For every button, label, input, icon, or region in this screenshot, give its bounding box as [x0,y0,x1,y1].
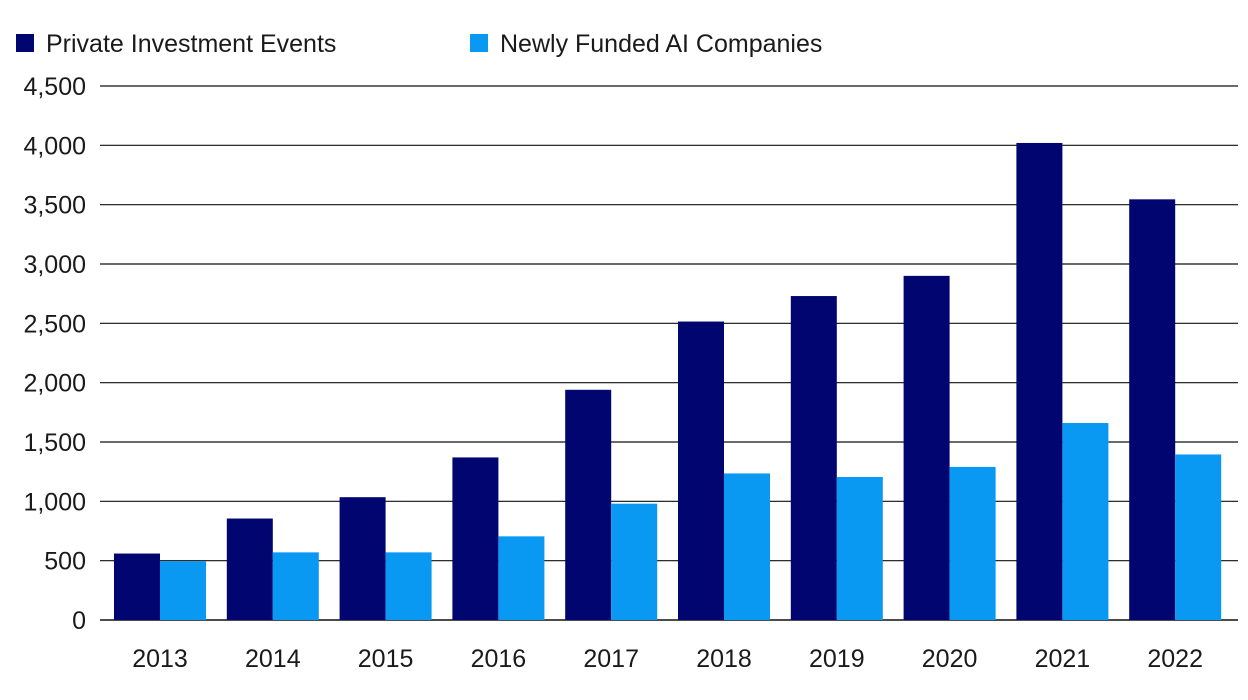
x-tick-label: 2021 [1035,645,1091,673]
legend-swatch-2 [470,34,488,52]
y-tick-label: 4,000 [23,132,86,160]
x-tick-label: 2015 [358,645,414,673]
bar-private-investment-events-2018 [678,321,724,620]
y-tick-label: 3,000 [23,251,86,279]
bar-newly-funded-ai-companies-2014 [272,552,319,620]
bar-newly-funded-ai-companies-2022 [1175,454,1222,620]
x-tick-label: 2017 [583,645,639,673]
x-tick-label: 2014 [245,645,301,673]
legend: Private Investment Events Newly Funded AI… [16,30,822,58]
y-tick-label: 1,500 [23,429,86,457]
bar-private-investment-events-2013 [114,553,160,620]
bar-newly-funded-ai-companies-2016 [498,536,545,620]
bar-private-investment-events-2015 [339,497,386,620]
y-tick-label: 3,500 [23,192,86,220]
x-tick-label: 2016 [471,645,527,673]
bar-private-investment-events-2021 [1016,142,1063,620]
bar-newly-funded-ai-companies-2013 [160,561,206,620]
bar-private-investment-events-2017 [565,389,612,620]
x-tick-label: 2013 [132,645,188,673]
bar-newly-funded-ai-companies-2021 [1062,423,1109,620]
bar-newly-funded-ai-companies-2018 [724,473,770,620]
x-tick-label: 2019 [809,645,865,673]
bar-private-investment-events-2022 [1129,199,1176,620]
y-tick-label: 0 [72,607,86,635]
bar-newly-funded-ai-companies-2019 [836,477,883,620]
x-axis-ticks: 2013 2014 2015 2016 2017 2018 2019 2020 2021 2022 [132,645,1203,673]
x-tick-label: 2022 [1147,645,1203,673]
bars [114,142,1222,620]
legend-label-2: Newly Funded AI Companies [500,30,822,58]
bar-newly-funded-ai-companies-2017 [611,503,658,620]
bar-private-investment-events-2019 [790,296,837,620]
x-tick-label: 2020 [922,645,978,673]
y-axis-ticks: 0 500 1,000 1,500 2,000 2,500 3,000 3,500 4,000 4… [23,73,86,635]
legend-label-1: Private Investment Events [46,30,336,58]
y-tick-label: 1,000 [23,488,86,516]
y-tick-label: 2,500 [23,310,86,338]
y-tick-label: 500 [44,548,86,576]
bar-private-investment-events-2014 [226,518,273,620]
x-tick-label: 2018 [696,645,752,673]
y-tick-label: 2,000 [23,370,86,398]
y-tick-label: 4,500 [23,73,86,101]
bar-private-investment-events-2020 [903,275,950,620]
legend-swatch-1 [16,34,34,52]
bar-newly-funded-ai-companies-2020 [949,466,996,620]
bar-private-investment-events-2016 [452,457,499,620]
bar-newly-funded-ai-companies-2015 [385,552,432,620]
